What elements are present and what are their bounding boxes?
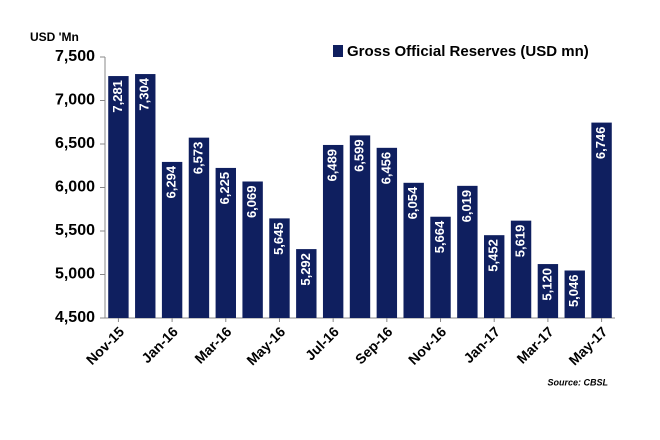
value-label: 6,225 (217, 172, 232, 205)
bar (484, 235, 505, 318)
value-label: 5,452 (486, 239, 501, 272)
bar (457, 185, 478, 318)
bar (564, 270, 585, 318)
x-tick-label: Mar-16 (191, 323, 234, 366)
legend-label: Gross Official Reserves (USD mn) (347, 43, 589, 60)
y-tick-label: 7,500 (55, 48, 95, 65)
bar (242, 181, 263, 318)
y-tick-label: 5,000 (55, 266, 95, 283)
value-label: 5,120 (539, 268, 554, 301)
bar (161, 161, 183, 318)
value-label: 6,573 (190, 142, 205, 175)
bar (135, 74, 156, 318)
value-label: 5,619 (512, 225, 527, 258)
value-label: 6,599 (351, 139, 366, 172)
x-tick-label: Jul-16 (302, 323, 342, 363)
x-tick-label: Sep-16 (352, 323, 396, 367)
y-tick-label: 6,000 (55, 179, 95, 196)
value-label: 6,054 (405, 186, 420, 219)
x-tick-label: May-16 (243, 323, 288, 368)
bar (108, 76, 129, 318)
x-tick-label: May-17 (565, 323, 610, 368)
bar (349, 135, 371, 318)
bar (215, 167, 236, 318)
value-label: 5,292 (298, 253, 313, 286)
bar (430, 216, 451, 318)
value-label: 6,746 (593, 127, 608, 160)
value-label: 5,645 (271, 222, 286, 255)
x-tick-label: Jan-16 (138, 323, 181, 366)
bar (296, 249, 317, 318)
source-note: Source: CBSL (547, 377, 608, 387)
legend-swatch (333, 45, 343, 57)
value-label: 7,304 (137, 77, 152, 110)
value-label: 7,281 (110, 80, 125, 113)
value-label: 6,294 (164, 165, 179, 198)
bar (322, 144, 344, 318)
x-tick-label: Mar-17 (513, 323, 556, 366)
bar (188, 137, 210, 318)
bar (591, 122, 612, 319)
x-tick-label: Jan-17 (460, 323, 503, 366)
value-label: 6,456 (378, 152, 393, 185)
bar (403, 182, 424, 318)
y-tick-label: 4,500 (55, 309, 95, 326)
value-label: 6,019 (459, 190, 474, 223)
value-label: 5,046 (566, 274, 581, 307)
x-tick-label: Nov-16 (405, 323, 449, 367)
y-tick-label: 7,000 (55, 92, 95, 109)
bar (376, 147, 398, 318)
bar (269, 218, 290, 318)
y-tick-label: 6,500 (55, 135, 95, 152)
value-label: 5,664 (432, 220, 447, 253)
y-axis-title: USD 'Mn (30, 30, 79, 44)
x-tick-label: Nov-15 (83, 323, 127, 367)
bar (537, 264, 559, 318)
y-tick-label: 5,500 (55, 222, 95, 239)
value-label: 6,489 (325, 149, 340, 182)
bar (510, 220, 532, 318)
value-label: 6,069 (244, 185, 259, 218)
